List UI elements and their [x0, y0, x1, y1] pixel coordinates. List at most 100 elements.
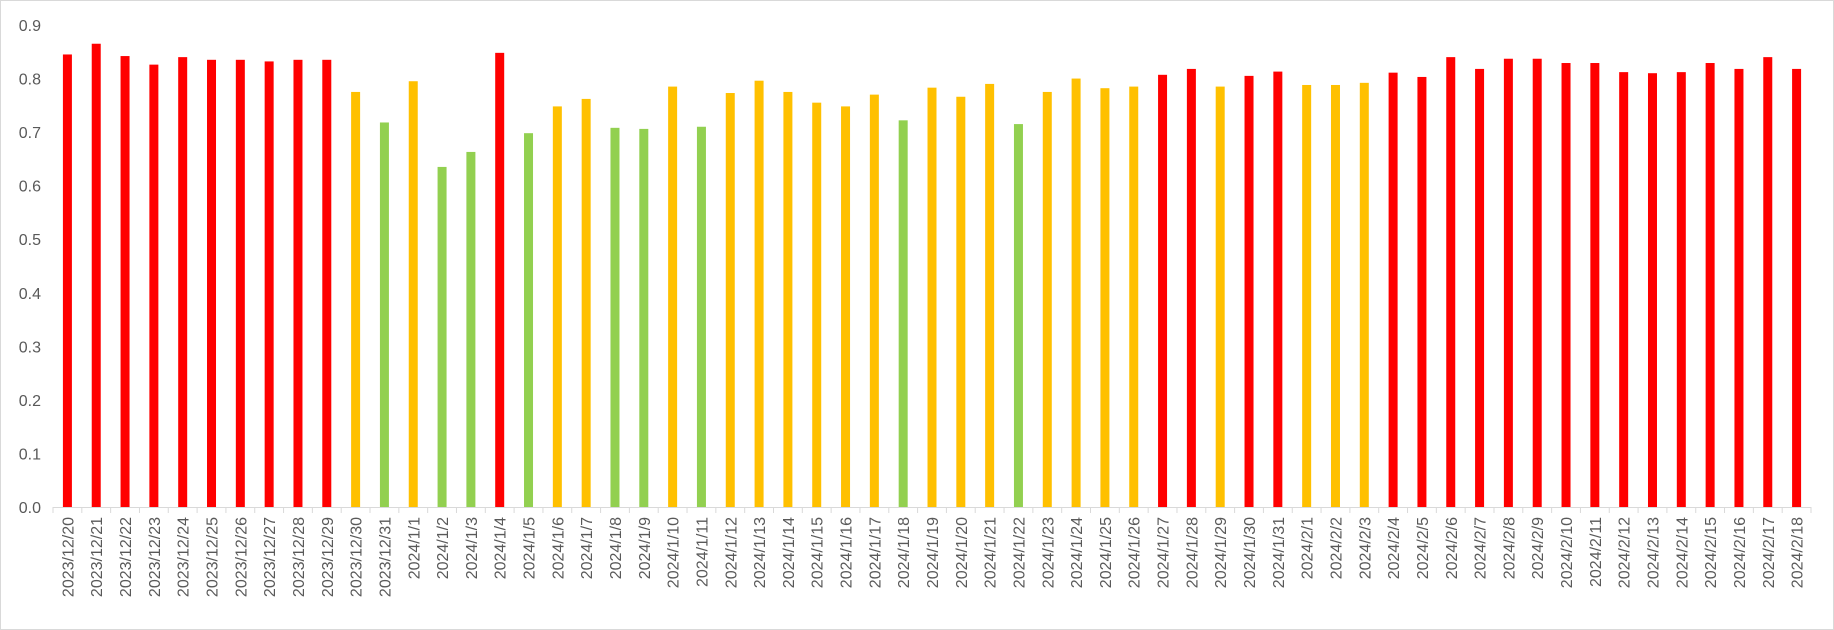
x-tick-label: 2024/1/6	[550, 517, 567, 579]
bar	[1446, 57, 1456, 507]
x-tick-label: 2024/2/10	[1559, 517, 1576, 588]
x-tick-label: 2024/2/17	[1761, 517, 1778, 588]
x-tick-label: 2024/1/28	[1184, 517, 1201, 588]
x-tick-label: 2023/12/26	[233, 517, 250, 597]
bar	[1302, 84, 1312, 507]
bar	[696, 126, 706, 507]
bar	[639, 128, 649, 507]
bar	[1647, 73, 1657, 507]
bar	[437, 166, 447, 508]
x-tick-label: 2024/1/10	[666, 517, 683, 588]
bar	[1503, 58, 1513, 508]
x-tick-label: 2024/2/7	[1473, 517, 1490, 579]
bar	[293, 59, 303, 508]
x-tick-label: 2024/2/15	[1703, 517, 1720, 588]
y-tick-label: 0.5	[19, 232, 41, 249]
bar	[783, 91, 793, 507]
x-tick-label: 2024/1/26	[1127, 517, 1144, 588]
bar	[62, 54, 72, 508]
bar	[466, 151, 476, 507]
bar	[178, 57, 188, 507]
bars	[62, 43, 1802, 508]
bar	[1100, 88, 1110, 507]
bar	[207, 59, 217, 508]
x-tick-label: 2023/12/20	[60, 517, 77, 597]
x-tick-label: 2023/12/30	[349, 517, 366, 597]
bar	[495, 52, 505, 507]
x-tick-label: 2023/12/23	[147, 517, 164, 597]
bar	[1676, 72, 1686, 507]
bar	[1734, 68, 1744, 508]
bar	[812, 102, 822, 507]
x-tick-label: 2023/12/25	[205, 517, 222, 597]
x-tick-label: 2023/12/29	[320, 517, 337, 597]
bar	[1013, 124, 1023, 507]
x-tick-label: 2024/1/4	[493, 517, 510, 579]
x-tick-label: 2024/1/15	[810, 517, 827, 588]
bar	[1705, 63, 1715, 508]
bar	[581, 98, 591, 507]
x-tick-label: 2024/1/3	[464, 517, 481, 579]
x-tick-label: 2024/2/11	[1588, 517, 1605, 587]
x-tick-label: 2024/1/2	[435, 517, 452, 579]
bar	[1158, 74, 1168, 507]
bar	[120, 56, 130, 508]
y-tick-label: 0.7	[19, 125, 41, 142]
y-tick-label: 0.8	[19, 72, 41, 89]
bar	[379, 122, 389, 507]
bar	[1244, 75, 1254, 507]
x-tick-label: 2024/1/31	[1271, 517, 1288, 588]
x-tick-label: 2024/1/27	[1156, 517, 1173, 588]
y-tick-label: 0.0	[19, 500, 41, 517]
bar	[1417, 76, 1427, 507]
x-tick-label: 2024/2/13	[1645, 517, 1662, 588]
bar	[1792, 68, 1802, 508]
x-tick-label: 2024/1/25	[1098, 517, 1115, 588]
bar	[1619, 72, 1629, 507]
x-tick-label: 2023/12/28	[291, 517, 308, 597]
bar	[1273, 71, 1283, 507]
bar	[408, 81, 418, 507]
bar	[841, 106, 851, 508]
x-tick-label: 2024/2/5	[1415, 517, 1432, 579]
x-tick-label: 2023/12/24	[176, 517, 193, 597]
x-tick-label: 2024/1/1	[406, 517, 423, 579]
bar	[1590, 63, 1600, 508]
x-tick-label: 2024/1/23	[1040, 517, 1057, 588]
bar	[149, 64, 159, 507]
y-tick-label: 0.1	[19, 446, 41, 463]
x-tick-label: 2024/1/17	[867, 517, 884, 588]
bar	[1561, 63, 1571, 508]
x-tick-label: 2024/2/14	[1674, 517, 1691, 588]
y-tick-label: 0.4	[19, 286, 41, 303]
x-tick-label: 2024/1/24	[1069, 517, 1086, 588]
bar	[1475, 68, 1485, 508]
bar	[725, 93, 735, 508]
bar	[1388, 72, 1398, 507]
x-tick-label: 2024/2/8	[1501, 517, 1518, 579]
bar	[956, 96, 966, 507]
x-tick-label: 2024/1/11	[694, 517, 711, 587]
x-tick-label: 2024/2/2	[1328, 517, 1345, 579]
x-tick-label: 2024/1/13	[752, 517, 769, 588]
x-tick-label: 2024/1/22	[1011, 517, 1028, 588]
x-tick-label: 2024/2/3	[1357, 517, 1374, 579]
y-tick-label: 0.3	[19, 339, 41, 356]
bar	[1215, 86, 1225, 507]
bar	[264, 61, 274, 508]
x-tick-label: 2024/1/19	[925, 517, 942, 588]
x-tick-label: 2024/1/29	[1213, 517, 1230, 588]
bar	[610, 127, 620, 507]
y-axis-ticks: 0.0 0.1 0.2 0.3 0.4 0.5 0.6 0.7 0.8 0.9	[19, 18, 41, 517]
x-tick-label: 2024/1/16	[839, 517, 856, 588]
x-tick-label: 2023/12/31	[377, 517, 394, 597]
x-tick-label: 2024/2/6	[1444, 517, 1461, 579]
y-tick-label: 0.6	[19, 179, 41, 196]
x-tick-label: 2024/2/12	[1617, 517, 1634, 588]
bar	[985, 83, 995, 507]
y-tick-label: 0.2	[19, 393, 41, 410]
x-axis-ticks	[52, 507, 1812, 513]
x-tick-label: 2024/1/8	[608, 517, 625, 579]
bar	[91, 43, 101, 508]
x-tick-label: 2024/1/30	[1242, 517, 1259, 588]
